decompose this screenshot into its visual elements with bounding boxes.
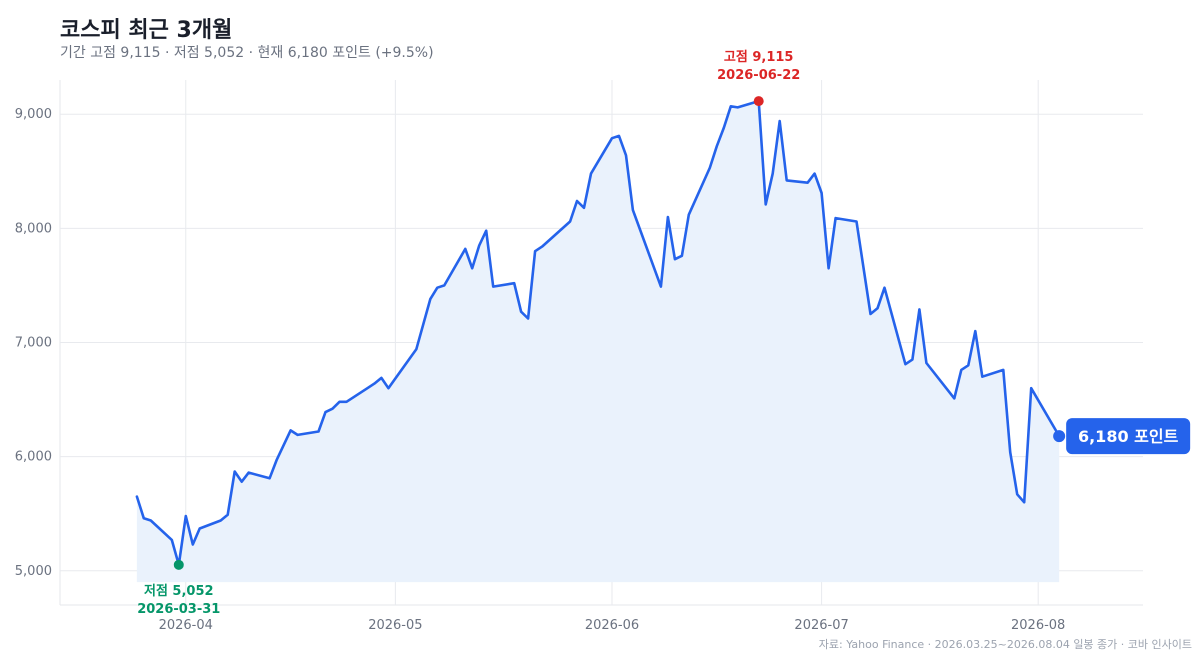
y-tick-label: 5,000	[15, 564, 52, 579]
series-area	[136, 101, 1060, 583]
x-tick-label: 2026-06	[585, 618, 639, 633]
current-point-marker	[1053, 430, 1066, 443]
chart-title: 코스피 최근 3개월	[60, 18, 233, 43]
chart-source: 자료: Yahoo Finance · 2026.03.25~2026.08.0…	[818, 638, 1192, 651]
x-tick-label: 2026-08	[1011, 618, 1065, 633]
current-value-badge	[1066, 418, 1191, 455]
y-tick-label: 8,000	[15, 221, 52, 236]
high-point-marker	[753, 96, 764, 107]
current-value-label: 6,180 포인트	[1078, 427, 1179, 446]
chart-subtitle: 기간 고점 9,115 · 저점 5,052 · 현재 6,180 포인트 (+…	[60, 45, 434, 61]
series-line	[135, 99, 1061, 567]
x-tick-label: 2026-04	[159, 618, 213, 633]
low-point-date: 2026-03-31	[137, 602, 220, 617]
high-point-label: 고점 9,115	[724, 50, 794, 65]
low-point-label: 저점 5,052	[144, 584, 214, 599]
low-point-marker	[173, 559, 184, 570]
y-tick-label: 9,000	[15, 107, 52, 122]
x-tick-label: 2026-07	[794, 618, 848, 633]
y-tick-label: 6,000	[15, 450, 52, 465]
y-tick-label: 7,000	[15, 336, 52, 351]
x-tick-label: 2026-05	[368, 618, 422, 633]
high-point-date: 2026-06-22	[717, 68, 800, 83]
